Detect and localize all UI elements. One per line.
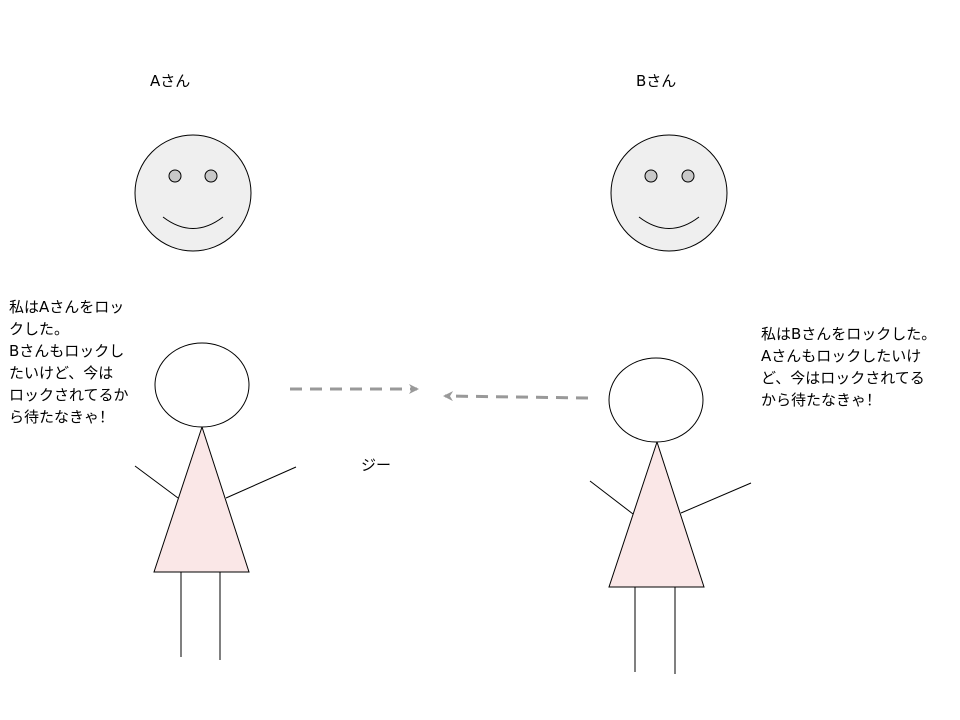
right-eye-a bbox=[204, 169, 218, 183]
person-a-name: Aさん bbox=[150, 72, 191, 90]
right-arm-b bbox=[680, 482, 752, 514]
smile-a bbox=[162, 216, 224, 229]
stick-figure-b bbox=[589, 357, 752, 674]
right-arm-a bbox=[225, 466, 297, 499]
stick-figure-a bbox=[134, 342, 297, 660]
speech-b-line: ど、今はロックされてる bbox=[761, 369, 925, 387]
dress-b bbox=[608, 440, 705, 588]
face-b bbox=[610, 134, 728, 252]
arrow-b-to-a bbox=[443, 391, 589, 402]
speech-b: 私はBさんをロックした。 Aさんもロックしたいけ ど、今はロックされてる から待… bbox=[761, 323, 936, 411]
speech-a-line: クした。 bbox=[9, 320, 70, 338]
speech-a: 私はAさんをロッ クした。 Bさんもロックし たいけど、今は ロックされてるか … bbox=[9, 296, 129, 428]
head-a bbox=[154, 342, 250, 428]
smiley-face-b bbox=[610, 134, 728, 252]
stare-label: ジー bbox=[361, 456, 392, 474]
left-arm-b bbox=[589, 480, 634, 515]
speech-a-line: ら待たなきゃ！ bbox=[9, 408, 115, 426]
speech-a-line: たいけど、今は bbox=[9, 364, 114, 382]
smile-b bbox=[638, 216, 700, 229]
speech-b-line: 私はBさんをロックした。 bbox=[761, 325, 937, 343]
dress-a bbox=[153, 425, 250, 573]
face-a bbox=[134, 134, 252, 252]
left-eye-b bbox=[644, 169, 658, 183]
speech-b-line: から待たなきゃ！ bbox=[761, 391, 882, 409]
speech-a-line: ロックされてるか bbox=[9, 386, 129, 404]
speech-a-line: Bさんもロックし bbox=[9, 342, 125, 360]
left-arm-a bbox=[134, 465, 179, 499]
speech-b-line: Aさんもロックしたいけ bbox=[761, 347, 922, 365]
right-eye-b bbox=[681, 169, 695, 183]
smiley-face-a bbox=[134, 134, 252, 252]
speech-a-line: 私はAさんをロッ bbox=[9, 298, 125, 316]
left-eye-a bbox=[168, 169, 182, 183]
person-b-name: Bさん bbox=[636, 72, 677, 90]
head-b bbox=[608, 357, 704, 443]
